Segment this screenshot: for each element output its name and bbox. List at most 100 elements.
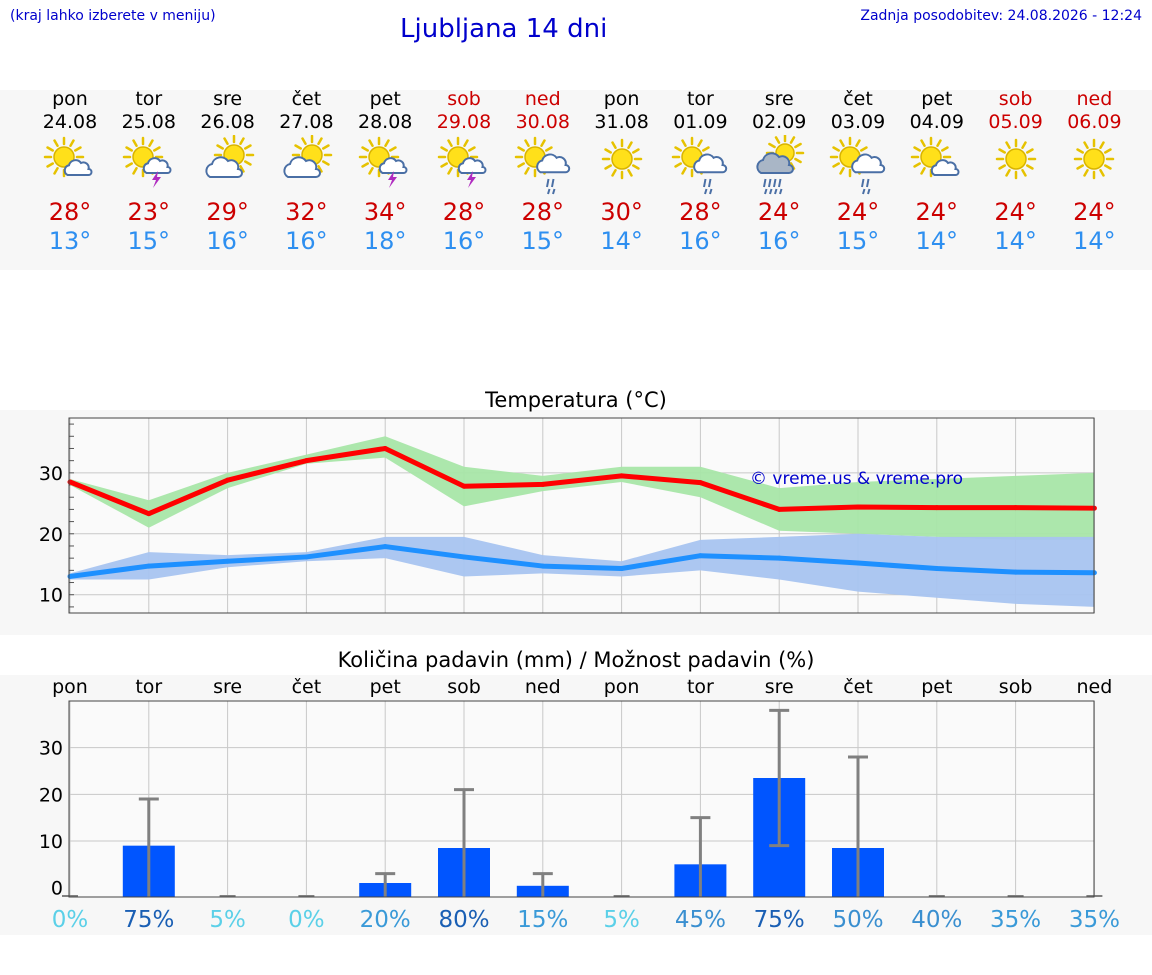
forecast-max-temp: 24° [915,198,959,226]
forecast-weather-icon [514,136,570,195]
precipitation-day-label: čet [292,676,322,698]
precipitation-day-label: čet [843,676,873,698]
page-title: Ljubljana 14 dni [400,14,608,44]
forecast-date: 29.08 [436,111,492,133]
temperature-y-tick: 30 [39,463,63,485]
cloud-sun-icon [283,135,333,178]
forecast-max-temp: 34° [363,198,407,226]
forecast-weather-icon [1074,138,1115,180]
forecast-min-temp: 15° [521,227,565,255]
precipitation-probability-label: 5% [603,907,640,933]
forecast-weather-icon [756,135,805,195]
forecast-day-name: pon [603,88,640,110]
sun-cloud-thunder-icon [437,136,487,188]
precipitation-probability-label: 50% [832,907,883,933]
precipitation-probability-label: 40% [911,907,962,933]
precipitation-y-tick: 20 [39,784,63,806]
forecast-day-name: sre [764,88,794,110]
precipitation-day-label: pet [921,676,952,698]
temperature-min-point [776,555,782,561]
forecast-day-name: pon [52,88,88,110]
precipitation-chart-title: Količina padavin (mm) / Možnost padavin … [337,648,815,672]
cloud-sun-icon [205,135,254,178]
forecast-min-temp: 15° [836,227,880,255]
forecast-max-temp: 24° [757,198,801,226]
forecast-max-temp: 28° [521,198,565,226]
forecast-date: 01.09 [673,111,728,133]
temperature-max-point [146,511,152,517]
forecast-weather-icon [910,136,960,178]
precipitation-day-label: sob [999,676,1033,698]
temperature-plot-frame [68,417,1095,614]
forecast-date: 31.08 [594,111,649,133]
sun-cloud-rain-icon [514,136,570,195]
temperature-max-point [1013,505,1019,511]
forecast-max-temp: 23° [127,198,171,226]
precipitation-probability-label: 5% [209,907,246,933]
forecast-date: 04.09 [909,111,964,133]
forecast-min-temp: 16° [442,227,486,255]
temperature-max-point [619,473,625,479]
precipitation-probability-label: 75% [123,907,174,933]
temperature-min-point [540,563,546,569]
forecast-max-temp: 28° [48,198,92,226]
forecast-max-temp: 24° [1073,198,1116,226]
temperature-min-point [303,554,309,560]
forecast-max-temp: 32° [285,198,328,226]
precipitation-day-label: sre [765,676,794,698]
precipitation-plot-area [69,701,1094,897]
forecast-date: 02.09 [751,111,807,133]
precipitation-day-label: ned [525,676,561,698]
forecast-min-temp: 15° [127,227,171,255]
precipitation-day-label: pon [604,676,640,698]
temperature-min-point [461,554,467,560]
forecast-day-name: tor [686,88,714,110]
sun-cloud-thunder-icon [122,136,172,188]
temperature-max-point [697,480,703,486]
forecast-weather-icon [43,136,93,178]
last-update: Zadnja posodobitev: 24.08.2026 - 12:24 [860,8,1142,24]
forecast-min-temp: 14° [994,227,1037,255]
forecast-min-temp: 18° [363,227,407,255]
forecast-date: 06.09 [1067,111,1122,133]
temperature-min-point [697,553,703,559]
precipitation-probability-label: 80% [438,907,489,933]
temperature-min-point [225,558,231,564]
forecast-date: 30.08 [515,111,570,133]
temperature-max-point [934,505,940,511]
forecast-min-temp: 13° [48,227,92,255]
precipitation-day-label: tor [687,676,714,698]
precipitation-y-tick: 30 [39,738,63,760]
sun-icon [995,138,1036,180]
forecast-max-temp: 28° [679,198,722,226]
forecast-day-name: sob [998,88,1033,110]
sun-cloud-icon [910,136,960,178]
forecast-date: 28.08 [357,111,413,133]
forecast-day-name: čet [843,88,873,110]
forecast-min-temp: 16° [285,227,328,255]
forecast-date: 05.09 [988,111,1043,133]
location-hint[interactable]: (kraj lahko izberete v meniju) [10,8,216,24]
temperature-max-point [461,483,467,489]
forecast-weather-icon [995,138,1036,180]
temperature-y-tick: 20 [39,524,63,546]
forecast-date: 26.08 [200,111,255,133]
temperature-max-point [855,504,861,510]
precipitation-day-label: ned [1077,676,1113,698]
precipitation-day-label: sob [447,676,481,698]
temperature-min-point [855,560,861,566]
precipitation-plot-frame [68,700,1095,898]
precipitation-probability-label: 0% [52,907,89,933]
precipitation-day-label: sre [213,676,242,698]
forecast-weather-icon [283,135,333,178]
sun-cloud-rain-icon [829,136,886,195]
forecast-max-temp: 29° [206,198,249,226]
cloud-heavy-rain-icon [756,135,805,195]
temperature-min-point [146,563,152,569]
precipitation-probability-label: 15% [517,907,568,933]
forecast-day-name: sob [447,88,481,110]
forecast-weather-icon [437,136,487,188]
forecast-date: 03.09 [830,111,886,133]
forecast-weather-icon [122,136,172,188]
